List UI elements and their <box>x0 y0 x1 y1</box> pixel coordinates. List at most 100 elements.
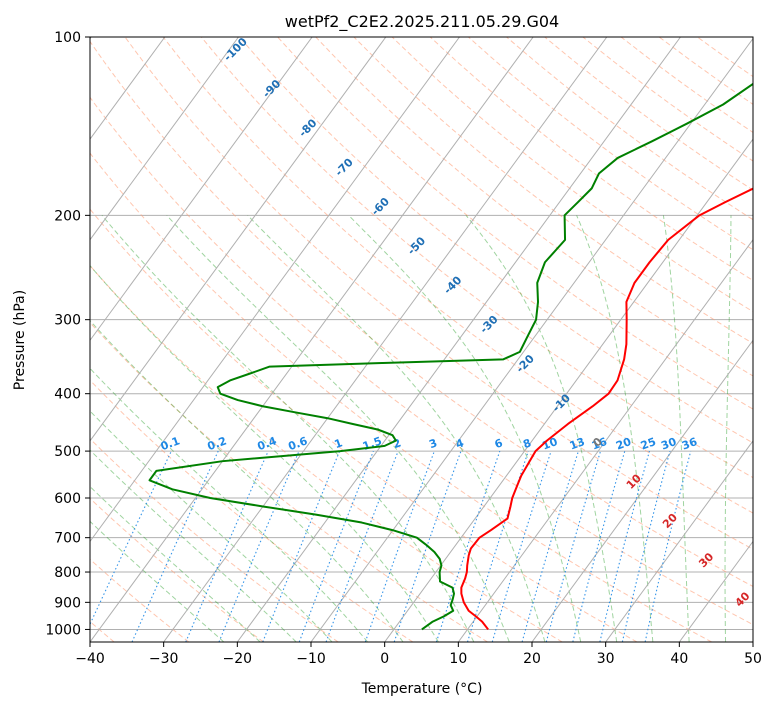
chart-title: wetPf2_C2E2.2025.211.05.29.G04 <box>285 12 559 32</box>
x-tick-label: 10 <box>449 651 467 667</box>
temperature-profile-line <box>460 187 753 631</box>
dry-adiabat-line <box>315 37 753 377</box>
dry-adiabat-line <box>90 208 638 642</box>
mixing-ratio-line <box>218 450 300 642</box>
mixing-ratio-label: 8 <box>521 436 533 451</box>
moist-adiabat-line <box>90 264 439 642</box>
moist-adiabat-line <box>101 215 475 642</box>
isotherm-line <box>90 37 534 642</box>
mixing-ratio-line <box>644 450 692 642</box>
y-axis-label: Pressure (hPa) <box>12 290 28 390</box>
x-tick-label: 0 <box>380 651 389 667</box>
profiles <box>148 82 753 631</box>
mixing-ratio-label: 0.1 <box>159 434 182 453</box>
moist-adiabat-line <box>348 214 582 642</box>
dry-adiabat-line <box>200 37 753 479</box>
dry-adiabat-line <box>90 152 712 642</box>
moist-adiabat-line <box>90 410 333 642</box>
y-axis-ticks: 100 200 300 400 500 600 700 800 900 1000 <box>45 30 90 638</box>
isotherm-line <box>457 238 753 642</box>
dry-adiabat-line <box>90 264 563 642</box>
isotherm-line <box>163 37 608 642</box>
dry-adiabat-line <box>90 40 753 588</box>
mixing-ratio-label: 0.2 <box>206 434 229 453</box>
y-tick-label: 1000 <box>45 622 81 638</box>
dry-adiabat-line <box>124 37 753 550</box>
mixing-ratio-line <box>364 450 435 642</box>
y-tick-label: 900 <box>54 595 81 611</box>
mixing-ratio-label: 36 <box>680 435 699 453</box>
x-tick-label: −20 <box>223 651 253 667</box>
isotherm-line <box>90 37 313 342</box>
isotherm-line <box>752 641 753 642</box>
mixing-ratio-line <box>435 450 501 642</box>
isotherm-line <box>90 37 166 141</box>
moist-adiabat-line <box>90 520 225 642</box>
x-tick-label: 20 <box>523 651 541 667</box>
mixing-ratio-line <box>466 450 529 642</box>
mixing-ratio-line <box>621 450 671 642</box>
mixing-ratio-line <box>545 450 602 642</box>
mixing-ratio-label: 30 <box>659 435 678 453</box>
x-tick-label: −10 <box>296 651 326 667</box>
x-tick-label: −40 <box>75 651 105 667</box>
moist-adiabat-line <box>724 215 732 642</box>
mixing-ratio-label: 0.6 <box>286 434 309 453</box>
mixing-ratio-line <box>572 450 626 642</box>
isotherm-line <box>384 138 753 642</box>
x-tick-label: 40 <box>670 651 688 667</box>
mixing-ratio-line <box>491 450 552 642</box>
y-tick-label: 100 <box>54 30 81 46</box>
y-tick-label: 400 <box>54 387 81 403</box>
isotherm-line <box>605 440 753 642</box>
mixing-ratio-label: 20 <box>614 435 633 453</box>
dry-adiabat-line <box>90 96 753 626</box>
isotherm-line <box>236 37 681 642</box>
mixing-ratio-line <box>393 450 462 642</box>
mixing-ratio-line <box>298 450 374 642</box>
isotherm-line <box>90 37 387 442</box>
mixing-ratio-label: 4 <box>454 436 466 451</box>
moist-adiabat-line <box>90 319 404 642</box>
y-tick-label: 500 <box>54 444 81 460</box>
mixing-ratio-line <box>325 450 399 642</box>
mixing-ratio-label: 16 <box>590 435 609 453</box>
mixing-ratio-label: 3 <box>427 436 439 451</box>
moist-adiabat-line <box>166 215 510 642</box>
x-axis-ticks: −40 −30 −20 −10 0 10 20 30 40 50 <box>75 642 762 667</box>
y-tick-label: 700 <box>54 531 81 547</box>
x-tick-label: 30 <box>597 651 615 667</box>
x-tick-label: −30 <box>149 651 179 667</box>
y-tick-label: 300 <box>54 313 81 329</box>
y-tick-label: 200 <box>54 208 81 224</box>
mixing-ratio-label: 25 <box>639 435 658 452</box>
mixing-ratio-label: 10 <box>540 435 559 453</box>
isotherm-line <box>90 37 239 241</box>
moist-adiabat-line <box>465 215 618 642</box>
dry-adiabat-line <box>277 37 753 410</box>
moist-adiabat-line <box>90 367 368 642</box>
moist-adiabat-line <box>576 215 654 642</box>
mixing-ratio-label: 6 <box>493 436 505 451</box>
dewpoint-profile-line <box>148 82 753 631</box>
dry-adiabat-line <box>162 37 753 514</box>
mixing-ratio-line <box>262 450 341 642</box>
mixing-ratio-label: 13 <box>568 435 587 452</box>
dry-adiabat-line <box>90 558 190 642</box>
mixing-ratio-line <box>599 450 650 642</box>
background-lines <box>90 37 753 642</box>
mixing-ratio-line <box>185 450 269 642</box>
mixing-ratio-label: 0.4 <box>256 434 279 453</box>
y-tick-label: 800 <box>54 565 81 581</box>
isotherm-line <box>531 339 753 642</box>
mixing-ratio-line <box>521 450 579 642</box>
isotherm-line <box>310 37 753 642</box>
x-tick-label: 50 <box>744 651 762 667</box>
moist-adiabat-line <box>662 215 690 642</box>
y-tick-label: 600 <box>54 491 81 507</box>
plot-background <box>90 37 753 642</box>
mixing-ratio-label: 2 <box>391 436 403 451</box>
mixing-ratio-label: 1 <box>333 436 345 451</box>
x-axis-label: Temperature (°C) <box>361 681 483 697</box>
